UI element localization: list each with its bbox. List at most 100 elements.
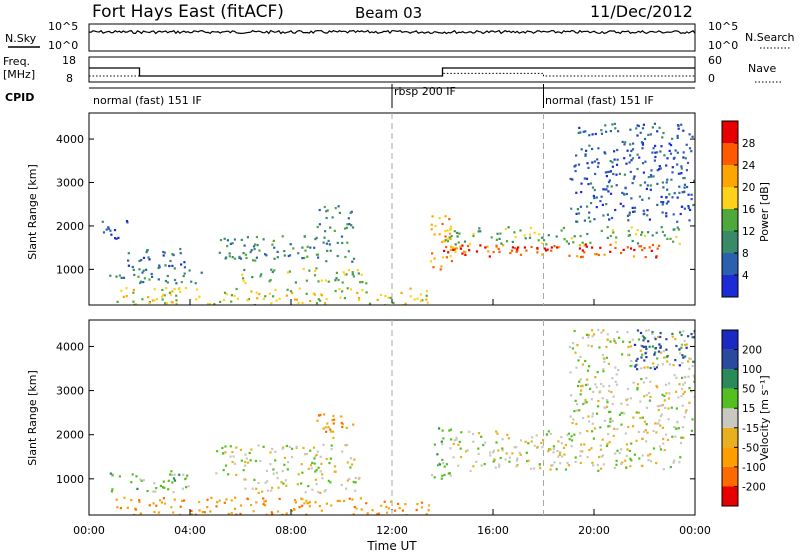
echo-cell (661, 181, 664, 184)
echo-cell (181, 487, 184, 490)
echo-cell (351, 260, 354, 263)
echo-cell (576, 403, 579, 406)
echo-cell (343, 297, 346, 300)
echo-cell (461, 252, 464, 255)
echo-cell (666, 438, 670, 441)
echo-cell (675, 390, 678, 393)
echo-cell (235, 513, 238, 515)
echo-cell (239, 448, 242, 451)
echo-cell (573, 433, 576, 436)
colorbar-swatch (722, 121, 738, 143)
echo-cell (500, 242, 503, 245)
echo-cell (163, 251, 166, 254)
echo-cell (569, 177, 572, 180)
echo-cell (658, 343, 661, 346)
echo-cell (361, 281, 364, 284)
echo-cell (313, 293, 316, 296)
echo-cell (622, 340, 625, 343)
echo-cell (179, 247, 182, 251)
echo-cell (661, 404, 664, 407)
echo-cell (240, 238, 243, 241)
echo-cell (631, 364, 634, 367)
echo-cell (686, 185, 689, 189)
echo-cell (352, 513, 355, 515)
echo-cell (458, 440, 461, 443)
echo-cell (459, 247, 462, 250)
echo-cell (638, 457, 641, 460)
echo-cell (173, 479, 177, 482)
echo-cell (611, 161, 614, 164)
echo-cell (675, 407, 678, 410)
echo-cell (321, 477, 324, 480)
echo-cell (651, 332, 654, 335)
echo-cell (591, 415, 594, 418)
echo-cell (663, 399, 666, 402)
echo-cell (607, 190, 610, 193)
echo-cell (685, 409, 688, 412)
echo-cell (283, 456, 287, 459)
echo-cell (257, 491, 260, 494)
echo-cell (443, 465, 446, 468)
echo-cell (286, 271, 290, 274)
echo-cell (550, 464, 553, 467)
echo-cell (601, 353, 604, 357)
echo-cell (687, 360, 690, 363)
echo-cell (145, 268, 148, 271)
echo-cell (641, 345, 644, 348)
echo-cell (445, 256, 448, 259)
echo-region (116, 287, 429, 305)
echo-cell (577, 131, 580, 134)
echo-cell (641, 454, 644, 457)
echo-cell (688, 401, 691, 404)
echo-cell (462, 250, 466, 253)
echo-cell (620, 402, 623, 405)
colorbar-tick-label: 8 (742, 248, 749, 260)
echo-cell (168, 264, 171, 268)
echo-cell (605, 345, 608, 349)
echo-cell (541, 242, 544, 245)
echo-cell (441, 222, 444, 226)
echo-cell (265, 513, 268, 515)
echo-cell (152, 490, 155, 493)
echo-cell (270, 511, 273, 514)
echo-cell (676, 421, 679, 424)
echo-cell (654, 351, 657, 354)
echo-cell (549, 468, 552, 471)
echo-cell (533, 231, 536, 234)
echo-cell (677, 228, 681, 231)
echo-cell (336, 499, 339, 502)
echo-cell (648, 391, 651, 395)
echo-cell (133, 303, 136, 305)
echo-cell (300, 482, 303, 485)
echo-cell (611, 420, 614, 423)
echo-cell (676, 163, 679, 166)
echo-cell (303, 453, 307, 456)
echo-cell (524, 440, 527, 443)
echo-cell (365, 291, 368, 294)
echo-cell (659, 415, 662, 418)
echo-cell (146, 489, 149, 493)
echo-cell (349, 457, 353, 460)
echo-cell (515, 459, 518, 462)
echo-cell (525, 451, 528, 454)
echo-cell (393, 509, 397, 512)
echo-cell (693, 395, 695, 398)
echo-cell (655, 462, 658, 465)
echo-cell (320, 462, 323, 465)
echo-cell (472, 440, 475, 443)
echo-cell (587, 166, 590, 169)
echo-cell (679, 212, 682, 216)
colorbar-swatch (722, 187, 738, 209)
echo-cell (171, 264, 174, 267)
echo-cell (246, 497, 249, 500)
echo-cell (175, 282, 178, 285)
echo-cell (648, 246, 651, 249)
echo-cell (595, 386, 598, 389)
echo-cell (636, 388, 639, 391)
echo-cell (656, 357, 659, 360)
echo-cell (655, 256, 658, 259)
echo-cell (301, 246, 304, 249)
echo-cell (331, 216, 334, 219)
echo-cell (123, 496, 126, 499)
echo-cell (566, 434, 569, 437)
